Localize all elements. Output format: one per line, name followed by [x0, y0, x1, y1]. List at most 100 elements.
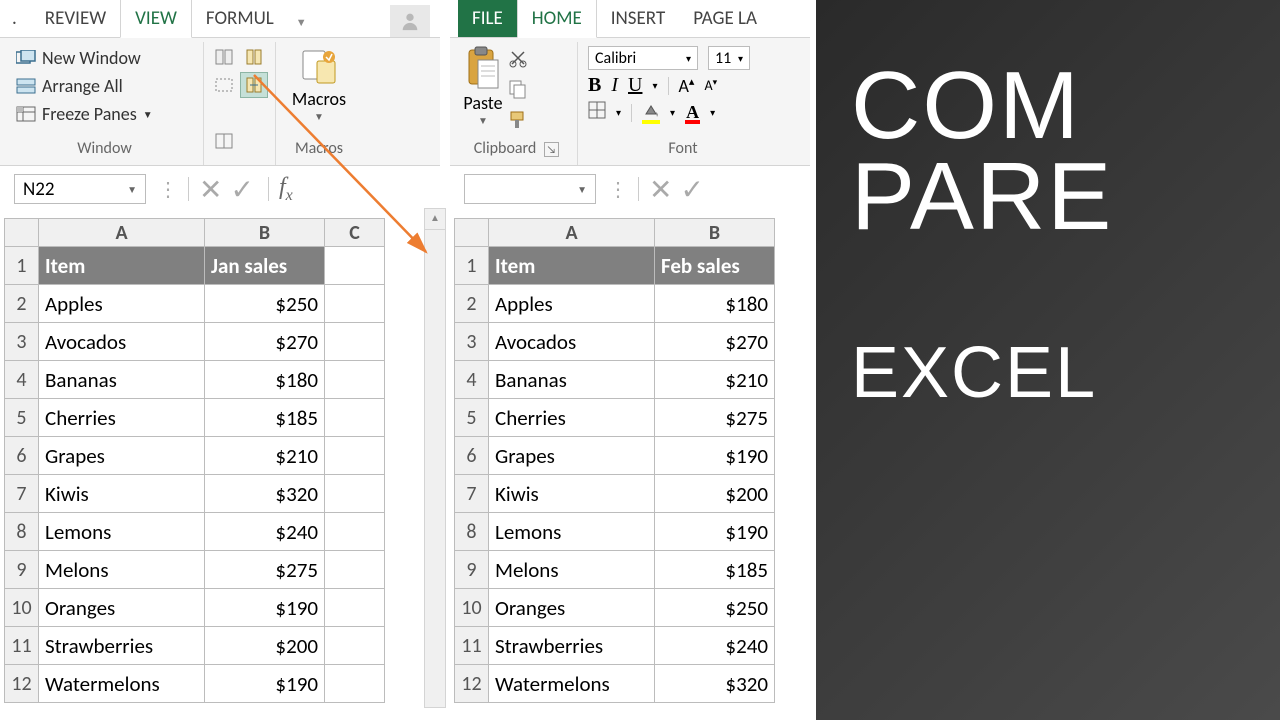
cell[interactable]: Watermelons — [39, 665, 205, 703]
cell[interactable]: Melons — [39, 551, 205, 589]
cell[interactable]: $270 — [655, 323, 775, 361]
cell[interactable]: $210 — [205, 437, 325, 475]
fill-color-button[interactable] — [642, 101, 660, 124]
row-header[interactable]: 12 — [455, 665, 489, 703]
cell[interactable]: $275 — [205, 551, 325, 589]
cell[interactable] — [325, 399, 385, 437]
cell[interactable]: Kiwis — [39, 475, 205, 513]
macros-icon[interactable] — [298, 46, 340, 88]
cell[interactable] — [325, 437, 385, 475]
cell[interactable]: $250 — [205, 285, 325, 323]
fx-icon[interactable]: fx — [279, 174, 293, 205]
cell[interactable]: Apples — [489, 285, 655, 323]
table-header-cell[interactable]: Feb sales — [655, 247, 775, 285]
table-header-cell[interactable]: Jan sales — [205, 247, 325, 285]
cell[interactable]: Strawberries — [489, 627, 655, 665]
bold-button[interactable]: B — [588, 74, 601, 97]
row-header[interactable]: 2 — [5, 285, 39, 323]
cell[interactable]: $210 — [655, 361, 775, 399]
new-window-button[interactable]: New Window — [12, 44, 197, 72]
cell[interactable]: $250 — [655, 589, 775, 627]
hide-button[interactable] — [210, 72, 238, 98]
tab-overflow-icon[interactable]: ▼ — [288, 11, 315, 37]
cell[interactable]: Apples — [39, 285, 205, 323]
cell[interactable] — [325, 665, 385, 703]
cut-icon[interactable] — [508, 48, 528, 73]
cell[interactable]: $190 — [655, 437, 775, 475]
cell[interactable]: $185 — [655, 551, 775, 589]
tab-home[interactable]: HOME — [517, 0, 597, 38]
row-header[interactable]: 3 — [455, 323, 489, 361]
switch-windows-button[interactable] — [210, 100, 269, 126]
tab-review[interactable]: REVIEW — [31, 0, 120, 37]
row-header[interactable]: 1 — [5, 247, 39, 285]
font-name-select[interactable]: Calibri▾ — [588, 46, 698, 70]
cell[interactable]: Bananas — [489, 361, 655, 399]
tab-pagelayout[interactable]: PAGE LA — [679, 0, 771, 37]
cell[interactable]: Strawberries — [39, 627, 205, 665]
arrange-all-button[interactable]: Arrange All — [12, 72, 197, 100]
increase-font-icon[interactable]: A▴ — [679, 75, 695, 97]
row-header[interactable]: 6 — [5, 437, 39, 475]
row-header[interactable]: 9 — [455, 551, 489, 589]
row-header[interactable]: 11 — [5, 627, 39, 665]
cell[interactable] — [325, 589, 385, 627]
cell[interactable] — [325, 513, 385, 551]
tab-review[interactable]: . — [8, 0, 31, 37]
cell[interactable]: $270 — [205, 323, 325, 361]
row-header[interactable]: 6 — [455, 437, 489, 475]
cell[interactable] — [325, 361, 385, 399]
cell[interactable]: Oranges — [39, 589, 205, 627]
enter-formula-icon[interactable]: ✓ — [226, 172, 257, 207]
dialog-launcher-icon[interactable]: ↘ — [544, 142, 560, 157]
cancel-formula-icon[interactable]: ✕ — [649, 172, 672, 207]
row-header[interactable]: 1 — [455, 247, 489, 285]
row-header[interactable]: 5 — [455, 399, 489, 437]
cell[interactable]: $320 — [205, 475, 325, 513]
vertical-scrollbar[interactable]: ▲ — [424, 208, 446, 708]
tab-view[interactable]: VIEW — [120, 0, 192, 38]
col-header-b[interactable]: B — [205, 219, 325, 247]
row-header[interactable]: 12 — [5, 665, 39, 703]
cell[interactable]: $185 — [205, 399, 325, 437]
col-header-a[interactable]: A — [39, 219, 205, 247]
row-header[interactable]: 8 — [455, 513, 489, 551]
font-color-button[interactable]: A — [685, 101, 700, 124]
cell[interactable] — [325, 323, 385, 361]
table-header-cell[interactable]: Item — [39, 247, 205, 285]
cell[interactable]: $190 — [205, 589, 325, 627]
enter-formula-icon[interactable]: ✓ — [676, 172, 707, 207]
format-painter-icon[interactable] — [508, 110, 528, 135]
tab-insert[interactable]: INSERT — [597, 0, 679, 37]
italic-button[interactable]: I — [611, 74, 618, 97]
freeze-panes-button[interactable]: Freeze Panes ▼ — [12, 100, 197, 128]
cell[interactable] — [325, 551, 385, 589]
table-header-cell[interactable]: Item — [489, 247, 655, 285]
split-button[interactable] — [210, 44, 238, 70]
cell[interactable]: Bananas — [39, 361, 205, 399]
cell[interactable]: Avocados — [489, 323, 655, 361]
cell[interactable]: Grapes — [39, 437, 205, 475]
cell[interactable]: Cherries — [489, 399, 655, 437]
select-all-corner[interactable] — [5, 219, 39, 247]
borders-button[interactable] — [588, 101, 606, 124]
row-header[interactable]: 5 — [5, 399, 39, 437]
worksheet-table-right[interactable]: A B 1 Item Feb sales2 Apples $1803 Avoca… — [454, 218, 775, 703]
paste-icon[interactable] — [462, 44, 504, 92]
worksheet-table-left[interactable]: A B C 1 Item Jan sales2 Apples $2503 Avo… — [4, 218, 385, 703]
view-side-by-side-button[interactable] — [240, 44, 268, 70]
cell[interactable]: Grapes — [489, 437, 655, 475]
row-header[interactable]: 10 — [5, 589, 39, 627]
font-size-select[interactable]: 11▾ — [708, 46, 750, 70]
select-all-corner[interactable] — [455, 219, 489, 247]
cell[interactable]: Lemons — [489, 513, 655, 551]
col-header-c[interactable]: C — [325, 219, 385, 247]
tab-formulas[interactable]: FORMUL — [192, 0, 288, 37]
cell[interactable]: $275 — [655, 399, 775, 437]
cell[interactable]: $200 — [655, 475, 775, 513]
row-header[interactable]: 9 — [5, 551, 39, 589]
cell[interactable]: $240 — [205, 513, 325, 551]
row-header[interactable]: 7 — [5, 475, 39, 513]
cell[interactable]: Cherries — [39, 399, 205, 437]
cell[interactable]: $240 — [655, 627, 775, 665]
